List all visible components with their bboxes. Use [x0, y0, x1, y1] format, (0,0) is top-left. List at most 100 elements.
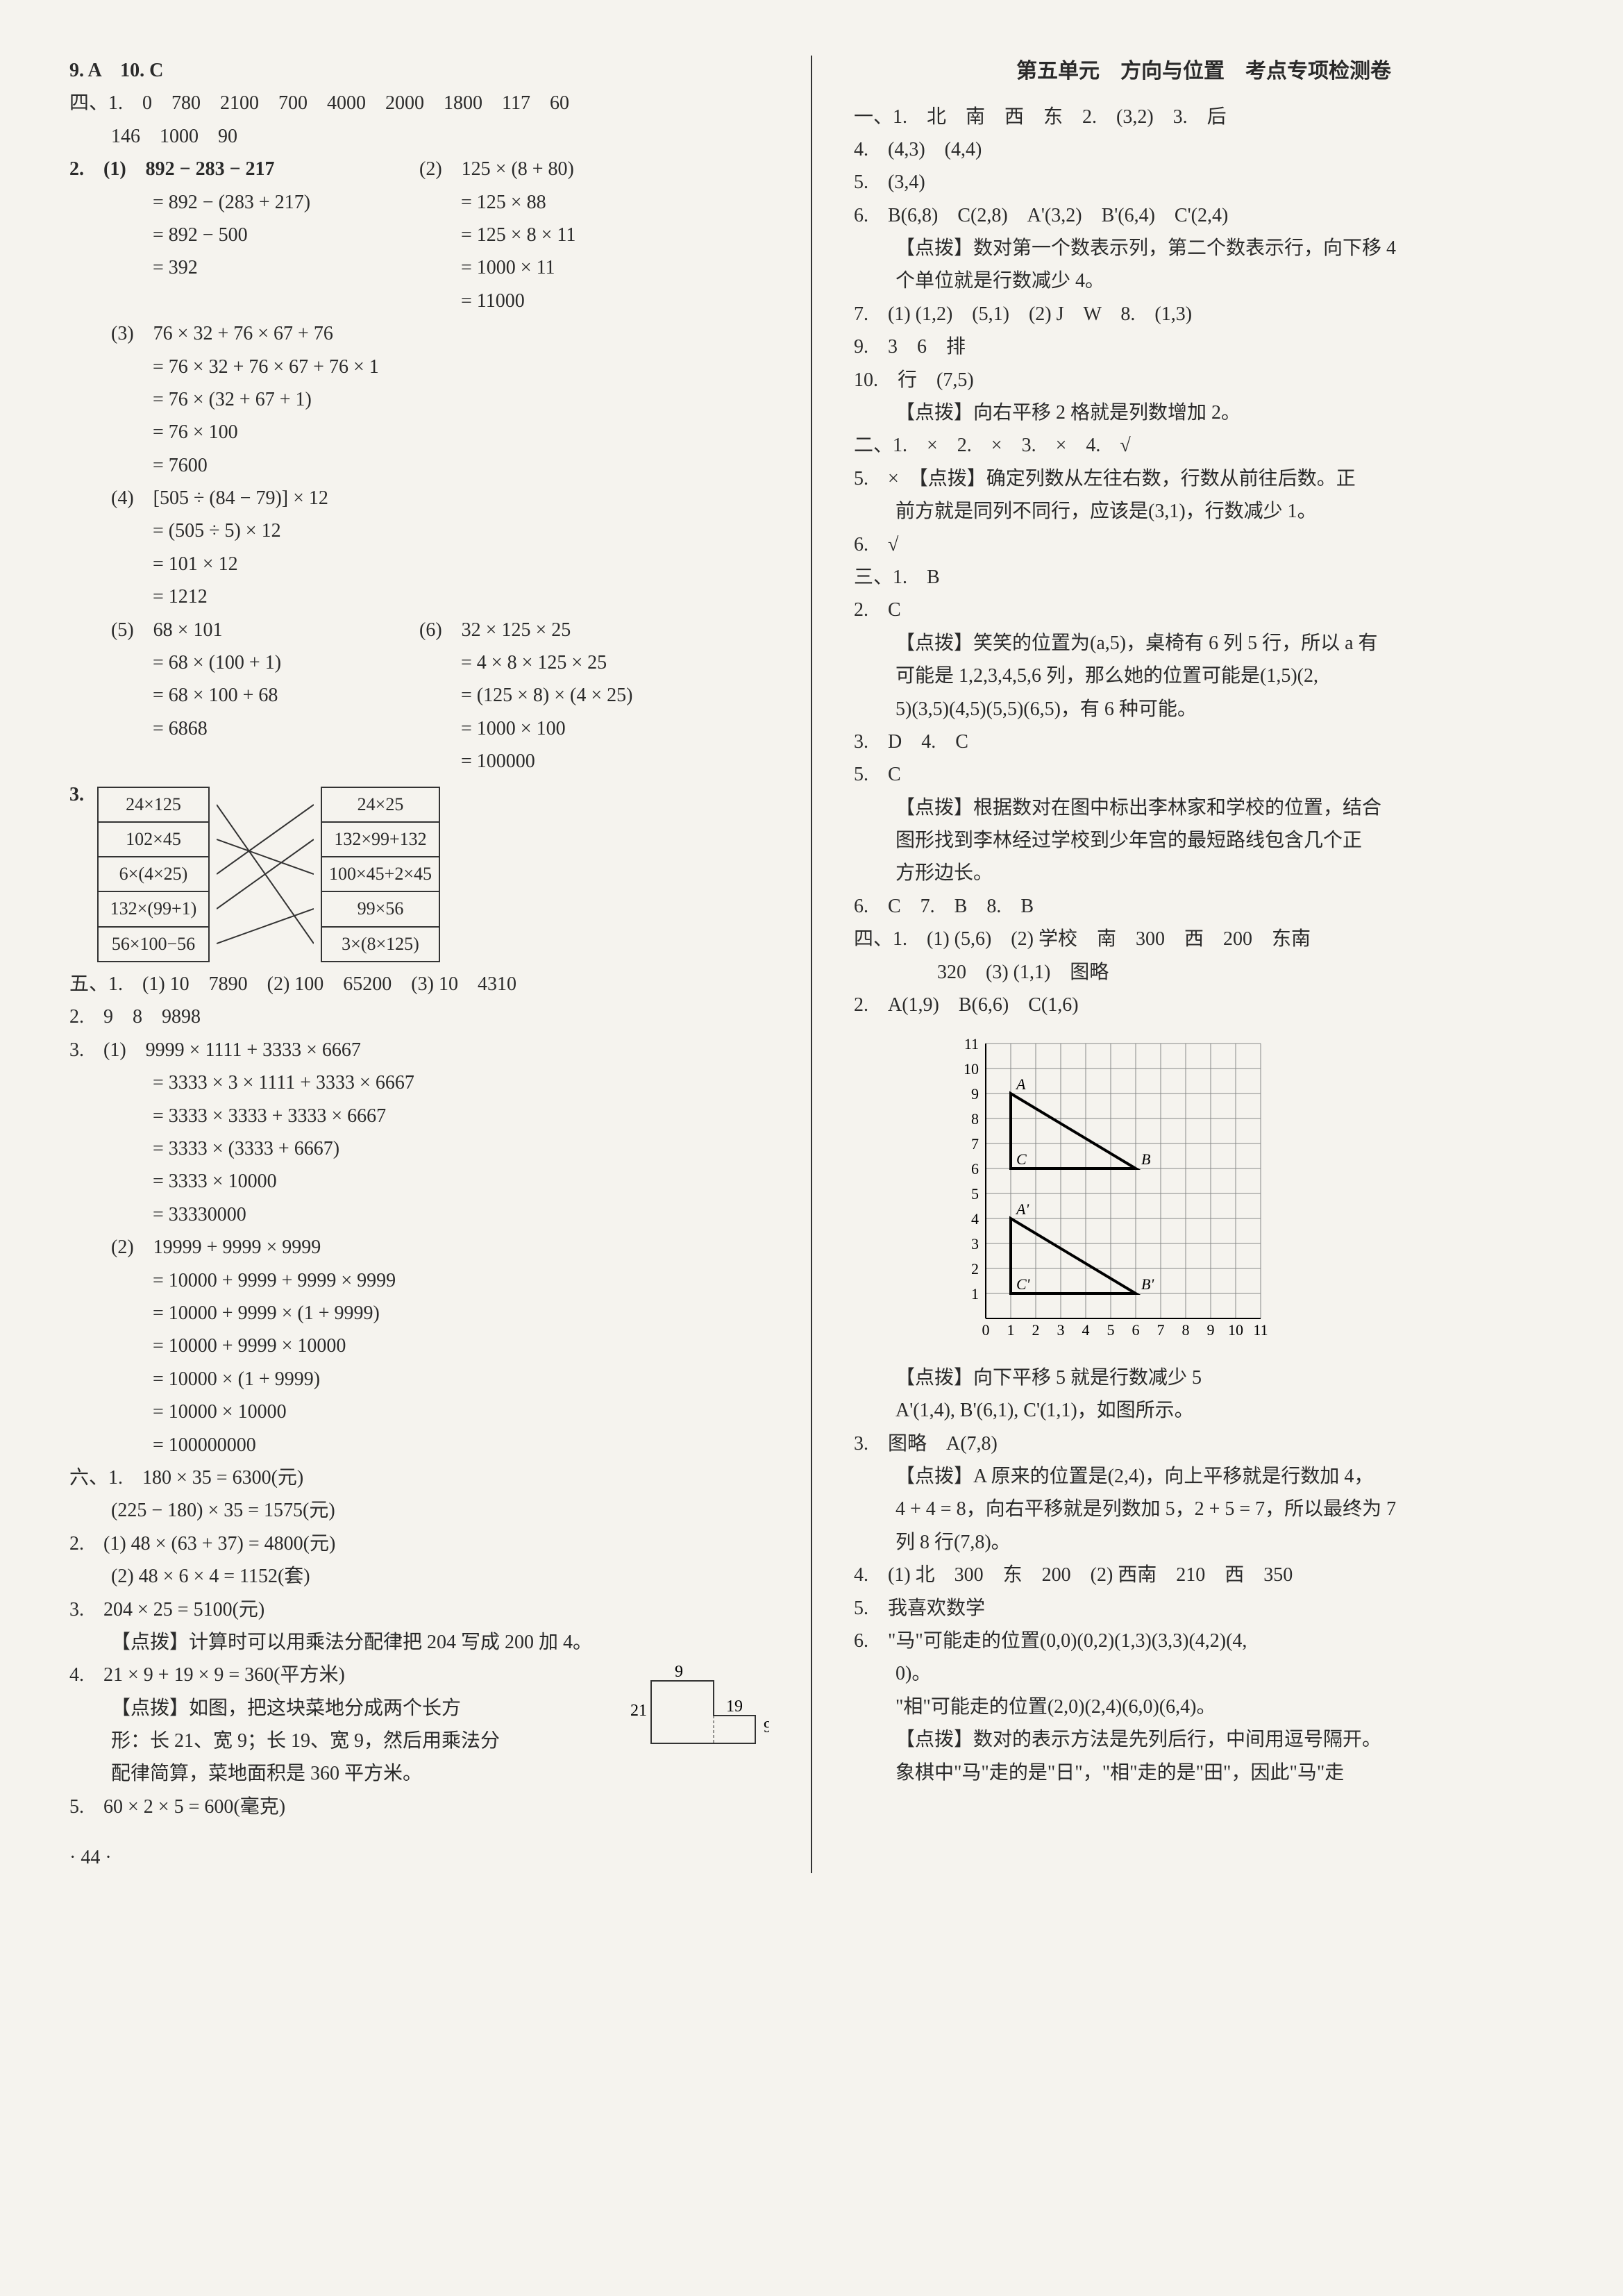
p2-1-l4: = 392	[69, 253, 419, 283]
left-column: 9. A 10. C 四、1. 0 780 2100 700 4000 2000…	[69, 56, 769, 1873]
p4-l1: (4) [505 ÷ (84 − 79)] × 12	[69, 483, 769, 513]
p2-2-l3: = 125 × 8 × 11	[419, 220, 769, 250]
svg-text:9: 9	[971, 1085, 979, 1103]
svg-text:11: 11	[1253, 1321, 1268, 1339]
r-2-6: 6. √	[854, 530, 1554, 560]
r-4-1b: 320 (3) (1,1) 图略	[854, 957, 1554, 987]
column-divider	[811, 56, 812, 1873]
svg-text:11: 11	[964, 1035, 979, 1053]
match-right-cell: 99×56	[321, 891, 439, 926]
page-container: 9. A 10. C 四、1. 0 780 2100 700 4000 2000…	[69, 56, 1554, 1873]
problem-2-row: 2. (1) 892 − 283 − 217 = 892 − (283 + 21…	[69, 154, 769, 319]
s5-2: 2. 9 8 9898	[69, 1002, 769, 1032]
s5-3f: = 33330000	[69, 1200, 769, 1230]
s6-4-row: 4. 21 × 9 + 19 × 9 = 360(平方米) 【点拨】如图，把这块…	[69, 1660, 769, 1792]
svg-text:3: 3	[971, 1235, 979, 1252]
s6-1a: 六、1. 180 × 35 = 6300(元)	[69, 1463, 769, 1493]
p2-2-l5: = 11000	[419, 286, 769, 316]
r-1-9: 9. 3 6 排	[854, 332, 1554, 362]
r-4-2: 2. A(1,9) B(6,6) C(1,6)	[854, 990, 1554, 1020]
s5-3j: = 10000 + 9999 × 10000	[69, 1331, 769, 1361]
svg-text:A': A'	[1015, 1200, 1029, 1218]
p4-l4: = 1212	[69, 582, 769, 612]
p2-2-l2: = 125 × 88	[419, 187, 769, 217]
svg-text:7: 7	[971, 1135, 979, 1153]
svg-text:9: 9	[1207, 1321, 1215, 1339]
svg-text:C: C	[1016, 1150, 1027, 1168]
r-1-6c: 个单位就是行数减少 4。	[854, 266, 1554, 296]
page-number: · 44 ·	[69, 1843, 769, 1872]
r-4-4: 4. (1) 北 300 东 200 (2) 西南 210 西 350	[854, 1560, 1554, 1590]
r-3-2b: 【点拨】笑笑的位置为(a,5)，桌椅有 6 列 5 行，所以 a 有	[854, 628, 1554, 658]
r-4-6c: "相"可能走的位置(2,0)(2,4)(6,0)(6,4)。	[854, 1692, 1554, 1722]
shape-top: 9	[675, 1663, 683, 1681]
svg-text:0: 0	[982, 1321, 990, 1339]
p5-l1: (5) 68 × 101	[69, 615, 419, 645]
svg-text:5: 5	[971, 1185, 979, 1203]
r-4-2c: A'(1,4), B'(6,1), C'(1,1)，如图所示。	[854, 1396, 1554, 1425]
p4-l2: = (505 ÷ 5) × 12	[69, 516, 769, 546]
p2-2-l4: = 1000 × 11	[419, 253, 769, 283]
svg-text:6: 6	[1132, 1321, 1140, 1339]
r-4-2b: 【点拨】向下平移 5 就是行数减少 5	[854, 1363, 1554, 1393]
match-left-table: 24×125102×456×(4×25)132×(99+1)56×100−56	[97, 787, 210, 962]
svg-text:10: 10	[1228, 1321, 1243, 1339]
svg-text:10: 10	[964, 1060, 979, 1078]
r-1-4: 4. (4,3) (4,4)	[854, 135, 1554, 165]
match-left-cell: 132×(99+1)	[98, 891, 209, 926]
s5-3e: = 3333 × 10000	[69, 1166, 769, 1196]
shape-mid: 19	[726, 1698, 743, 1716]
p2-1-l3: = 892 − 500	[69, 220, 419, 250]
s6-2a: 2. (1) 48 × (63 + 37) = 4800(元)	[69, 1529, 769, 1559]
p3-l1: (3) 76 × 32 + 76 × 67 + 76	[69, 319, 769, 349]
r-1-6b: 【点拨】数对第一个数表示列，第二个数表示行，向下移 4	[854, 233, 1554, 263]
svg-text:1: 1	[971, 1285, 979, 1302]
s6-2b: (2) 48 × 6 × 4 = 1152(套)	[69, 1561, 769, 1591]
svg-text:4: 4	[1082, 1321, 1090, 1339]
r-4-6d: 【点拨】数对的表示方法是先列后行，中间用逗号隔开。	[854, 1725, 1554, 1754]
s5-3l: = 10000 × 10000	[69, 1397, 769, 1427]
s5-3i: = 10000 + 9999 × (1 + 9999)	[69, 1298, 769, 1328]
s5-3k: = 10000 × (1 + 9999)	[69, 1364, 769, 1394]
s6-4a: 4. 21 × 9 + 19 × 9 = 360(平方米)	[69, 1660, 616, 1690]
s6-1b: (225 − 180) × 35 = 1575(元)	[69, 1495, 769, 1525]
r-1-10b: 【点拨】向右平移 2 格就是列数增加 2。	[854, 398, 1554, 428]
svg-text:B': B'	[1141, 1275, 1154, 1293]
s5-3h: = 10000 + 9999 + 9999 × 9999	[69, 1266, 769, 1296]
s5-3m: = 100000000	[69, 1430, 769, 1460]
p3-l3: = 76 × (32 + 67 + 1)	[69, 385, 769, 414]
svg-text:3: 3	[1057, 1321, 1065, 1339]
p5-l4: = 6868	[69, 714, 419, 744]
r-3-5c: 图形找到李林经过学校到少年宫的最短路线包含几个正	[854, 826, 1554, 855]
r-4-3: 3. 图略 A(7,8)	[854, 1429, 1554, 1459]
unit-title: 第五单元 方向与位置 考点专项检测卷	[854, 56, 1554, 88]
p2-2-l1: (2) 125 × (8 + 80)	[419, 154, 769, 184]
svg-text:8: 8	[1182, 1321, 1190, 1339]
coordinate-graph: 011223344556677889910101111ABCA'B'C'	[854, 1027, 1554, 1355]
svg-text:4: 4	[971, 1210, 979, 1227]
match-section: 3. 24×125102×456×(4×25)132×(99+1)56×100−…	[69, 780, 769, 969]
svg-text:A: A	[1015, 1075, 1026, 1093]
svg-text:8: 8	[971, 1110, 979, 1128]
p3-l4: = 76 × 100	[69, 417, 769, 447]
r-1-1: 一、1. 北 南 西 东 2. (3,2) 3. 后	[854, 102, 1554, 132]
p6-l5: = 100000	[419, 746, 769, 776]
p3-l2: = 76 × 32 + 76 × 67 + 76 × 1	[69, 352, 769, 382]
p4-l3: = 101 × 12	[69, 549, 769, 579]
s6-4d: 配律简算，菜地面积是 360 平方米。	[69, 1759, 616, 1788]
s4-header: 四、1. 0 780 2100 700 4000 2000 1800 117 6…	[69, 88, 769, 118]
r-4-3b: 【点拨】A 原来的位置是(2,4)，向上平移就是行数加 4，	[854, 1461, 1554, 1491]
s5-3d: = 3333 × (3333 + 6667)	[69, 1134, 769, 1164]
match-right-cell: 24×25	[321, 787, 439, 822]
r-4-3d: 列 8 行(7,8)。	[854, 1527, 1554, 1557]
r-1-7: 7. (1) (1,2) (5,1) (2) J W 8. (1,3)	[854, 299, 1554, 329]
svg-text:2: 2	[1032, 1321, 1040, 1339]
r-3-5: 5. C	[854, 760, 1554, 789]
r-3-3: 3. D 4. C	[854, 727, 1554, 757]
right-column: 第五单元 方向与位置 考点专项检测卷 一、1. 北 南 西 东 2. (3,2)…	[854, 56, 1554, 1873]
r-2-5b: 前方就是同列不同行，应该是(3,1)，行数减少 1。	[854, 496, 1554, 526]
r-3-2c: 可能是 1,2,3,4,5,6 列，那么她的位置可能是(1,5)(2,	[854, 661, 1554, 691]
answer-top: 9. A 10. C	[69, 56, 769, 85]
p6-l3: = (125 × 8) × (4 × 25)	[419, 680, 769, 710]
match-right-cell: 100×45+2×45	[321, 857, 439, 891]
